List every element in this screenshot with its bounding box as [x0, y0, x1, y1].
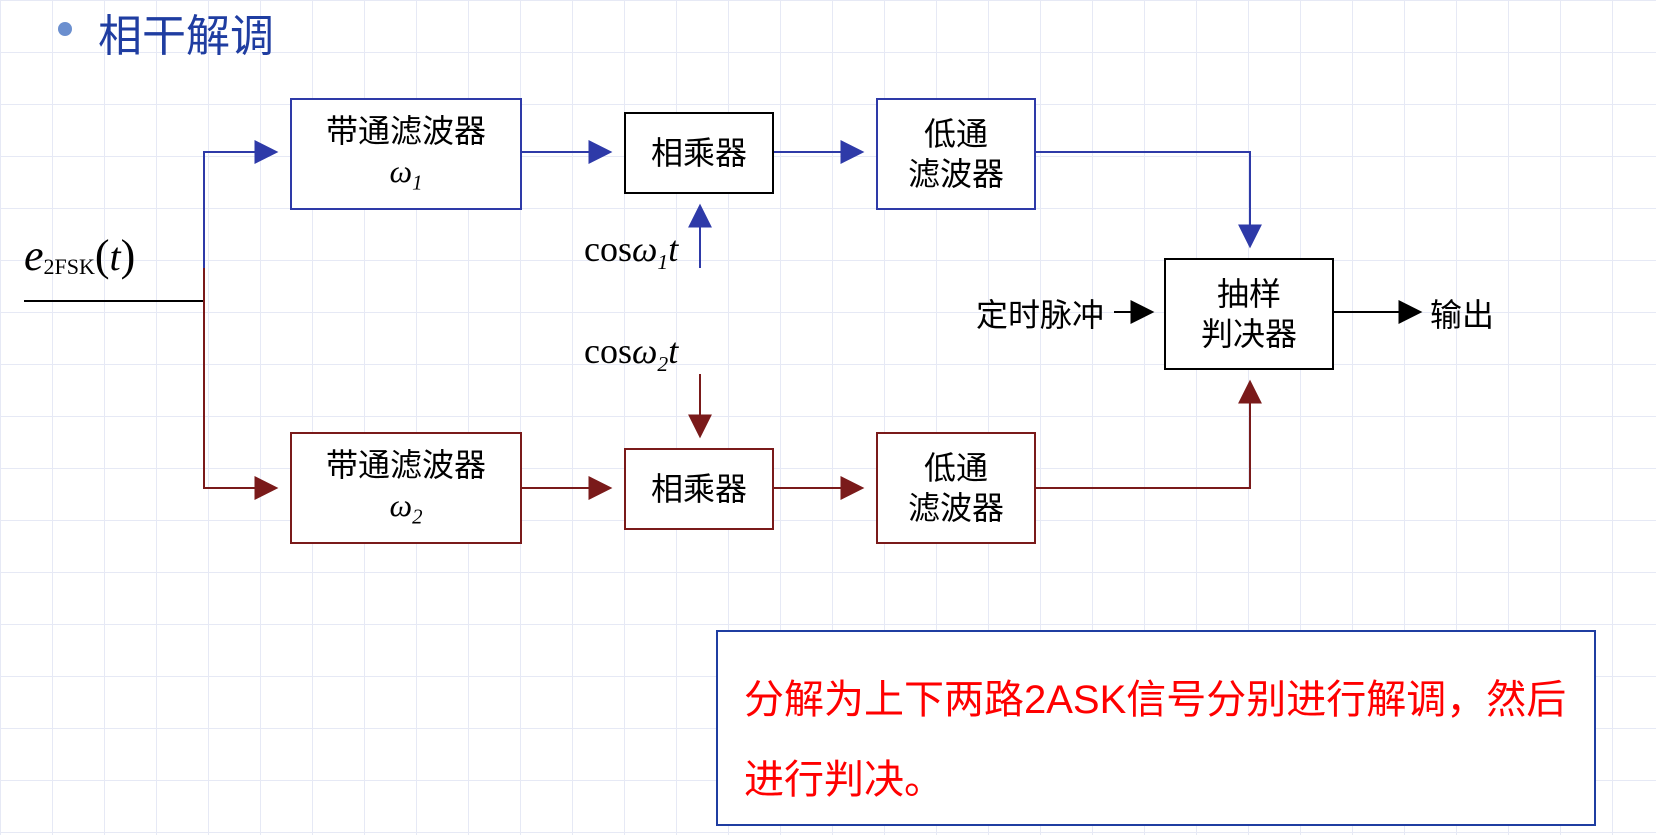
bpf2-omega: ω: [390, 487, 413, 523]
cos-omega2-label: cosω2t: [584, 330, 678, 377]
note-text: 分解为上下两路2ASK信号分别进行解调，然后进行判决。: [744, 678, 1566, 802]
slide-title: 相干解调: [98, 0, 274, 64]
lowpass-filter-1: 低通 滤波器: [876, 98, 1036, 210]
bpf1-label: 带通滤波器: [326, 111, 486, 151]
lowpass-filter-2: 低通 滤波器: [876, 432, 1036, 544]
lpf2-line2: 滤波器: [908, 488, 1004, 528]
output-label: 输出: [1430, 290, 1494, 336]
cos-omega1-label: cosω1t: [584, 228, 678, 275]
multiplier-2: 相乘器: [624, 448, 774, 530]
clock-label: 定时脉冲: [976, 290, 1104, 336]
lpf1-line2: 滤波器: [908, 154, 1004, 194]
bandpass-filter-1: 带通滤波器 ω1: [290, 98, 522, 210]
lpf1-line1: 低通: [924, 114, 988, 154]
mul2-label: 相乘器: [651, 469, 747, 509]
input-signal-label: e2FSK(t): [24, 230, 135, 281]
input-signal-underline: [24, 300, 204, 302]
bpf2-sub: 2: [412, 506, 422, 529]
dec-line1: 抽样: [1217, 274, 1281, 314]
bpf2-label: 带通滤波器: [326, 445, 486, 485]
bpf1-sub: 1: [412, 172, 422, 195]
mul1-label: 相乘器: [651, 133, 747, 173]
lpf2-line1: 低通: [924, 448, 988, 488]
bandpass-filter-2: 带通滤波器 ω2: [290, 432, 522, 544]
sampling-decision: 抽样 判决器: [1164, 258, 1334, 370]
dec-line2: 判决器: [1201, 314, 1297, 354]
multiplier-1: 相乘器: [624, 112, 774, 194]
explanation-note: 分解为上下两路2ASK信号分别进行解调，然后进行判决。: [716, 630, 1596, 826]
bullet-icon: [58, 22, 72, 36]
bpf1-omega: ω: [390, 153, 413, 189]
